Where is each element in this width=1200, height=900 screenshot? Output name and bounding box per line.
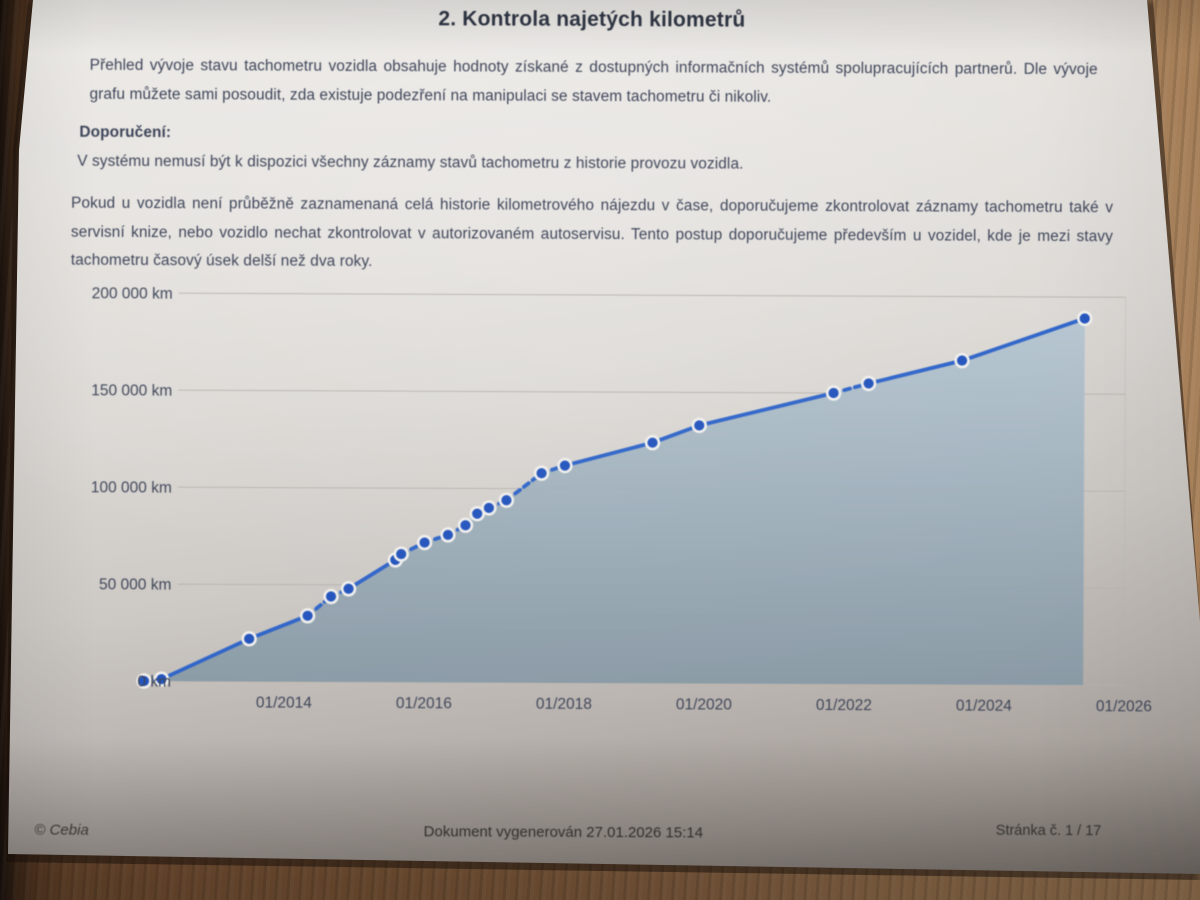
chart-axis-labels: 0 km 50 000 km 100 000 km 150 000 km 200 000… xyxy=(91,285,1152,715)
chart-area-fill xyxy=(143,318,1085,686)
svg-text:50 000 km: 50 000 km xyxy=(99,576,171,593)
svg-text:01/2014: 01/2014 xyxy=(256,695,312,712)
chart-data-points xyxy=(136,310,1093,689)
svg-text:200 000 km: 200 000 km xyxy=(92,285,173,302)
svg-text:01/2026: 01/2026 xyxy=(1096,698,1152,715)
svg-text:0 km: 0 km xyxy=(137,673,171,690)
svg-text:01/2020: 01/2020 xyxy=(676,696,732,713)
svg-text:01/2024: 01/2024 xyxy=(956,698,1012,715)
svg-text:01/2022: 01/2022 xyxy=(816,697,872,714)
svg-text:150 000 km: 150 000 km xyxy=(91,382,172,399)
footer-page-number: Stránka č. 1 / 17 xyxy=(995,822,1102,840)
svg-text:01/2018: 01/2018 xyxy=(536,696,592,713)
svg-text:100 000 km: 100 000 km xyxy=(91,479,172,496)
svg-text:01/2016: 01/2016 xyxy=(396,695,452,712)
